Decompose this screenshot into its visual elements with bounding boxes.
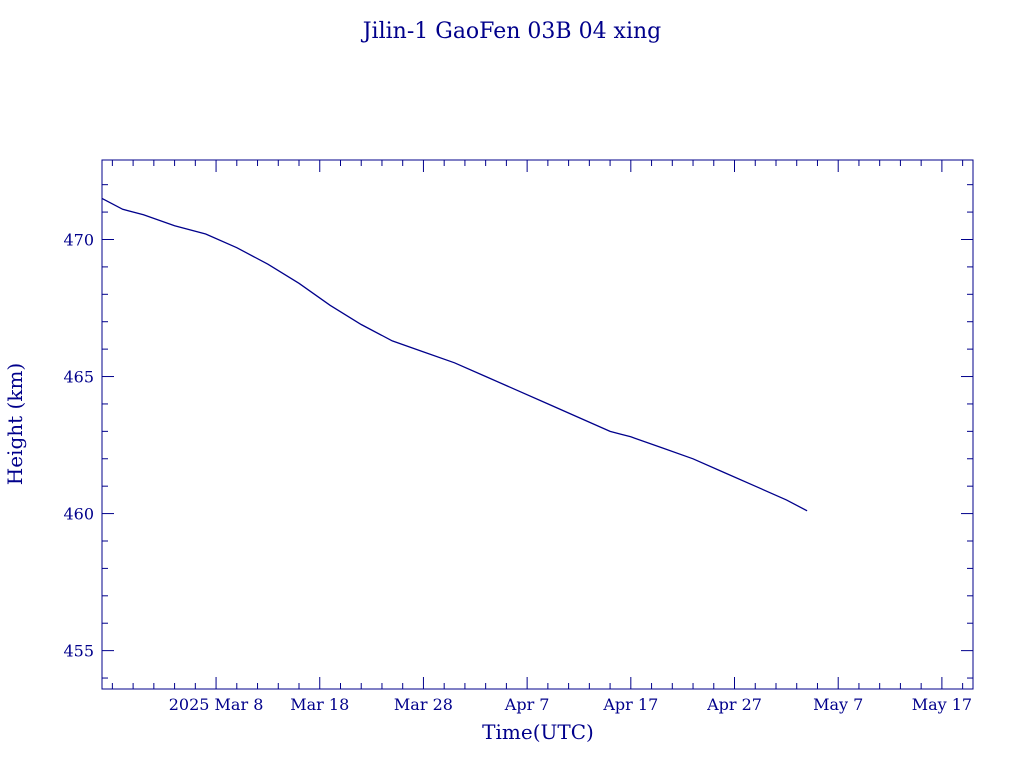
y-tick-labels: 455 460 465 470 <box>63 230 94 660</box>
x-tick-label: Mar 18 <box>290 695 349 714</box>
y-tick-label: 470 <box>63 230 94 249</box>
height-series-line <box>101 197 808 512</box>
x-tick-label: May 17 <box>912 695 972 714</box>
x-axis-label: Time(UTC) <box>482 720 594 744</box>
y-axis-label: Height (km) <box>3 363 27 485</box>
x-tick-label: May 7 <box>813 695 863 714</box>
x-tick-label: Apr 7 <box>504 695 550 714</box>
plot-frame <box>101 159 974 690</box>
x-tick-labels: 2025 Mar 8 Mar 18 Mar 28 Apr 7 Apr 17 Apr 27 M… <box>169 695 972 714</box>
y-tick-label: 455 <box>63 642 94 661</box>
chart-title: Jilin-1 GaoFen 03B 04 xing <box>361 19 662 44</box>
y-tick-label: 460 <box>63 505 94 524</box>
x-tick-label: Mar 28 <box>394 695 453 714</box>
axis-ticks <box>102 160 973 689</box>
x-tick-label: 2025 Mar 8 <box>169 695 264 714</box>
y-tick-label: 465 <box>63 368 94 387</box>
x-tick-label: Apr 27 <box>706 695 762 714</box>
x-tick-label: Apr 17 <box>602 695 658 714</box>
